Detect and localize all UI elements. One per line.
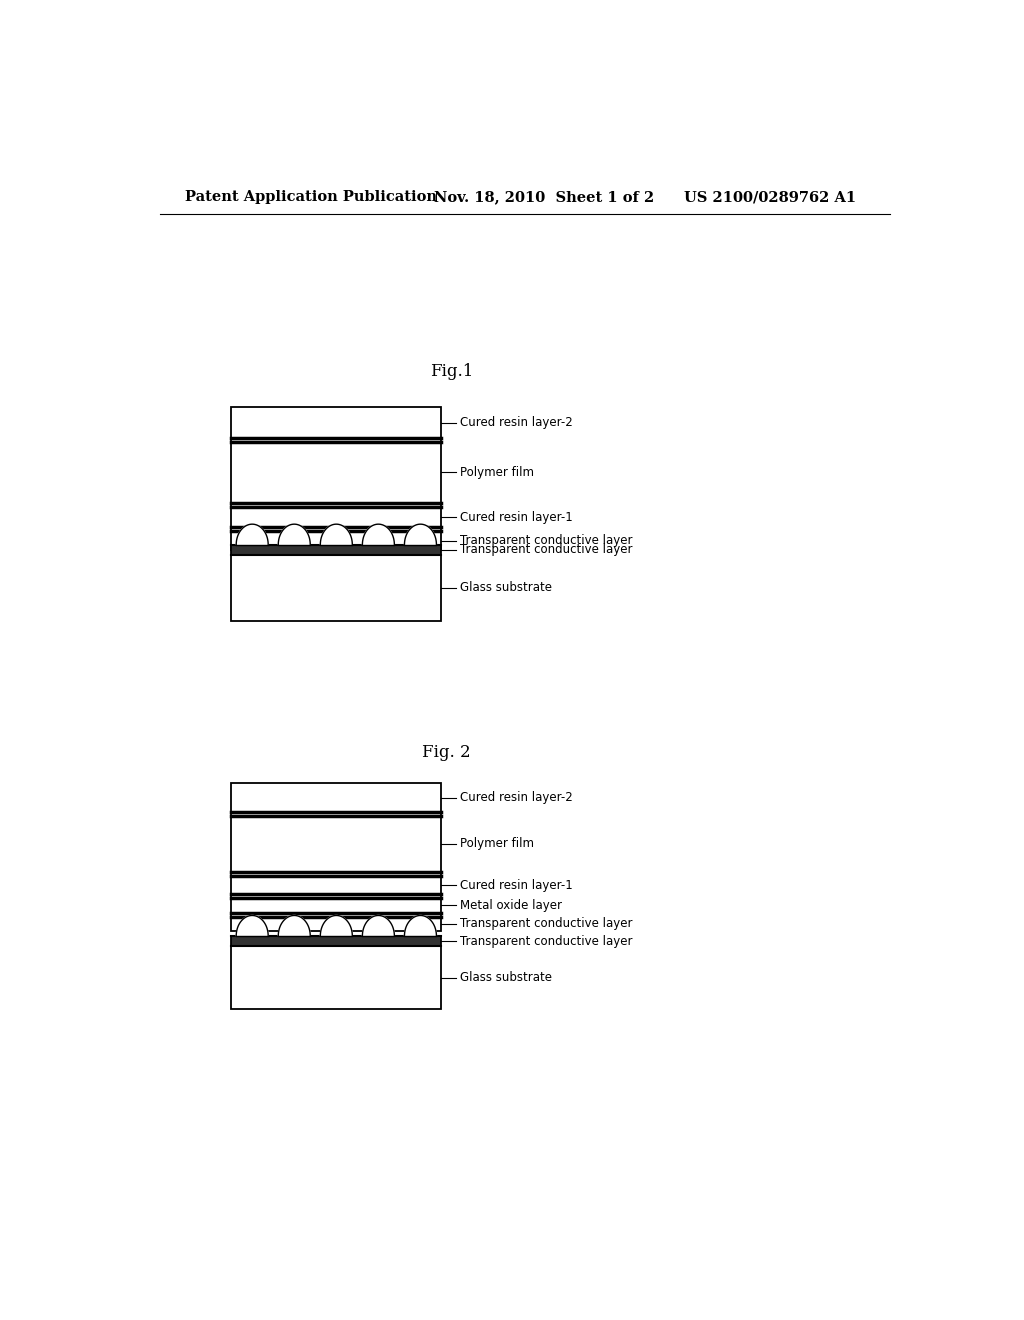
Text: Fig. 2: Fig. 2 xyxy=(422,744,470,762)
Text: Fig.1: Fig.1 xyxy=(430,363,473,380)
Text: Cured resin layer-2: Cured resin layer-2 xyxy=(460,416,572,429)
Text: Patent Application Publication: Patent Application Publication xyxy=(185,190,437,205)
Text: US 2100/0289762 A1: US 2100/0289762 A1 xyxy=(684,190,856,205)
Text: Polymer film: Polymer film xyxy=(460,466,534,479)
Bar xyxy=(231,784,441,931)
Polygon shape xyxy=(237,916,268,936)
Bar xyxy=(231,408,441,549)
Text: Transparent conductive layer: Transparent conductive layer xyxy=(460,535,632,546)
Polygon shape xyxy=(362,524,394,545)
Text: Nov. 18, 2010  Sheet 1 of 2: Nov. 18, 2010 Sheet 1 of 2 xyxy=(433,190,653,205)
Text: Cured resin layer-2: Cured resin layer-2 xyxy=(460,791,572,804)
Polygon shape xyxy=(279,524,310,545)
Bar xyxy=(231,936,441,946)
Text: Polymer film: Polymer film xyxy=(460,837,534,850)
Bar xyxy=(231,554,441,620)
Polygon shape xyxy=(404,524,436,545)
Polygon shape xyxy=(279,916,310,936)
Text: Transparent conductive layer: Transparent conductive layer xyxy=(460,917,632,931)
Polygon shape xyxy=(321,524,352,545)
Polygon shape xyxy=(321,916,352,936)
Text: Cured resin layer-1: Cured resin layer-1 xyxy=(460,879,572,891)
Text: Glass substrate: Glass substrate xyxy=(460,581,552,594)
Bar xyxy=(231,946,441,1008)
Polygon shape xyxy=(404,916,436,936)
Text: Cured resin layer-1: Cured resin layer-1 xyxy=(460,511,572,524)
Bar xyxy=(231,545,441,554)
Text: Transparent conductive layer: Transparent conductive layer xyxy=(460,935,632,948)
Polygon shape xyxy=(362,916,394,936)
Text: Glass substrate: Glass substrate xyxy=(460,972,552,985)
Polygon shape xyxy=(237,524,268,545)
Text: Metal oxide layer: Metal oxide layer xyxy=(460,899,562,912)
Text: Transparent conductive layer: Transparent conductive layer xyxy=(460,544,632,556)
